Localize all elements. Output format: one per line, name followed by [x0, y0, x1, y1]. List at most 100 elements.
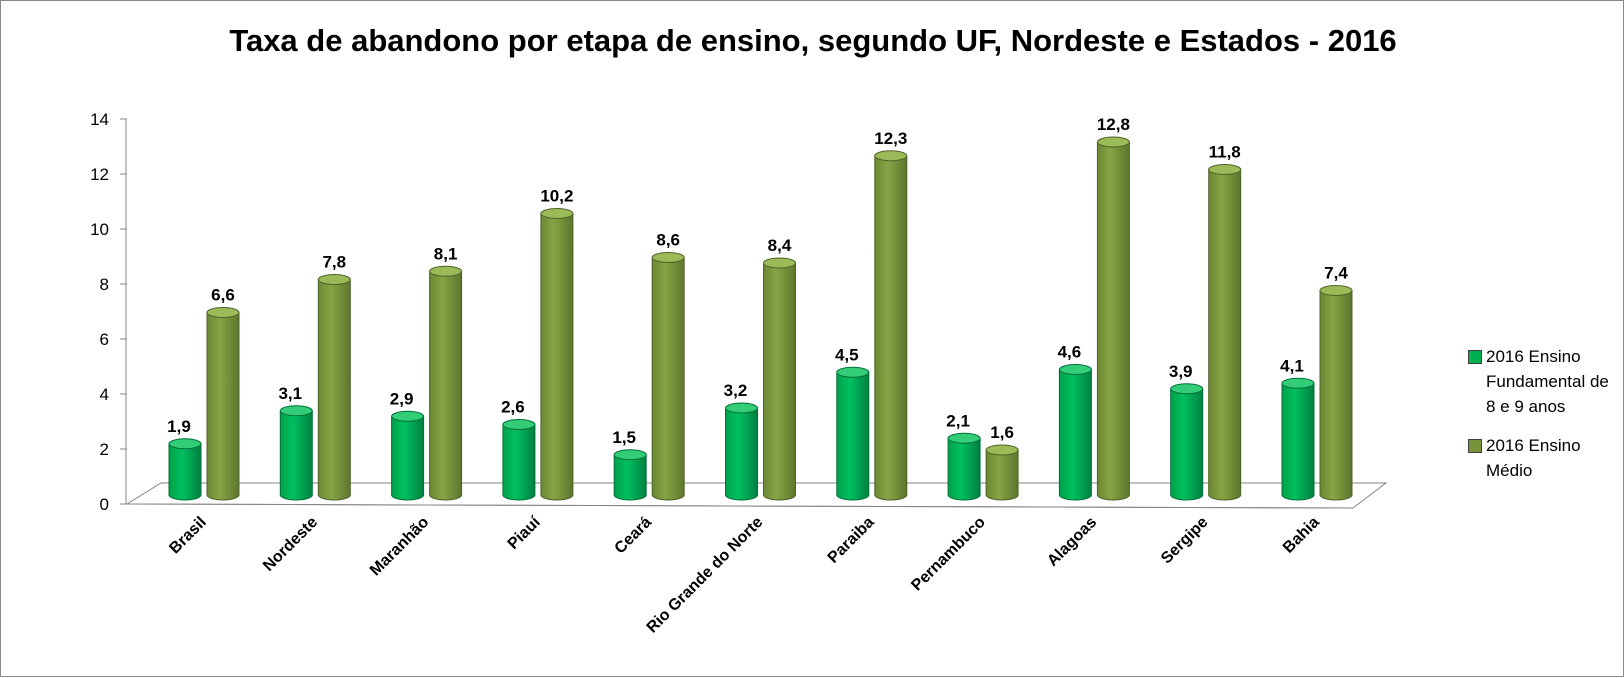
- bar-top: [836, 366, 870, 378]
- bar-medio: [985, 444, 1019, 501]
- bar-fundamental: [168, 438, 202, 501]
- x-tick-label: Brasil: [166, 514, 209, 557]
- bar-top: [874, 150, 908, 162]
- bar-fundamental: [391, 410, 425, 501]
- bar-top: [1208, 164, 1242, 175]
- bar-body: [391, 415, 425, 501]
- bar-body: [502, 424, 536, 501]
- bar-top: [168, 438, 202, 450]
- bar-body: [1058, 369, 1092, 501]
- bar-body: [317, 279, 351, 501]
- bar-fundamental: [725, 402, 758, 501]
- data-label: 4,1: [1280, 356, 1304, 375]
- bar-medio: [651, 252, 685, 501]
- x-axis: [126, 503, 1354, 509]
- bar-medio: [1096, 136, 1130, 501]
- bar-body: [1281, 382, 1315, 501]
- bar-medio: [763, 257, 796, 501]
- data-label: 3,9: [1169, 362, 1193, 381]
- x-tick-label: Nordeste: [260, 514, 321, 575]
- bar-top: [947, 432, 981, 444]
- bar-top: [502, 419, 536, 430]
- bar-body: [947, 437, 981, 501]
- bar-top: [763, 257, 796, 269]
- data-label: 7,4: [1324, 264, 1348, 283]
- bar-body: [1208, 169, 1242, 501]
- bar-medio: [1319, 285, 1353, 501]
- data-label: 10,2: [540, 187, 573, 206]
- x-tick-label: Bahia: [1280, 514, 1323, 557]
- bar-body: [874, 155, 908, 501]
- data-label: 4,6: [1058, 343, 1082, 362]
- bar-fundamental: [613, 449, 647, 501]
- bar-fundamental: [1281, 377, 1315, 501]
- bar-fundamental: [279, 405, 313, 501]
- bar-medio: [1208, 164, 1242, 501]
- bar-body: [763, 262, 796, 501]
- data-label: 2,9: [390, 389, 414, 408]
- bar-fundamental: [836, 366, 870, 501]
- bar-body: [1170, 388, 1204, 501]
- bar-top: [613, 449, 647, 461]
- y-tick-label: 2: [100, 440, 109, 459]
- data-label: 12,3: [874, 129, 907, 148]
- bar-top: [1096, 136, 1130, 148]
- legend-label: 2016 Ensino Fundamental de 8 e 9 anos: [1486, 347, 1609, 416]
- y-tick-label: 10: [90, 220, 109, 239]
- y-tick-label: 6: [100, 330, 109, 349]
- bar-medio: [206, 307, 240, 501]
- bar-top: [725, 402, 758, 414]
- bar-body: [279, 410, 313, 501]
- bar-top: [317, 274, 351, 285]
- bar-medio: [317, 274, 351, 501]
- data-label: 1,6: [990, 423, 1014, 442]
- x-tick-label: Pernambuco: [908, 514, 989, 595]
- bar-body: [613, 454, 647, 501]
- data-label: 8,4: [768, 236, 792, 255]
- x-tick-label: Alagoas: [1044, 514, 1100, 570]
- data-label: 2,6: [501, 398, 525, 417]
- bar-top: [391, 410, 425, 422]
- bar-fundamental: [502, 419, 536, 501]
- bar-fundamental: [947, 432, 981, 501]
- x-tick-label: Piauí: [505, 513, 544, 552]
- x-tick-label: Maranhão: [367, 514, 433, 580]
- x-tick-label: Sergipe: [1158, 514, 1212, 568]
- data-label: 4,5: [835, 345, 859, 364]
- bar-body: [1319, 290, 1353, 501]
- bar-body: [725, 407, 758, 501]
- x-tick-label: Ceará: [612, 514, 656, 558]
- bar-top: [429, 265, 463, 277]
- chart-title: Taxa de abandono por etapa de ensino, se…: [229, 23, 1397, 58]
- bar-top: [651, 252, 685, 263]
- bar-fundamental: [1170, 383, 1204, 501]
- bar-medio: [429, 265, 463, 501]
- y-tick-label: 0: [100, 495, 109, 514]
- data-label: 11,8: [1209, 143, 1241, 162]
- data-label: 6,6: [211, 286, 235, 305]
- bar-body: [1096, 141, 1130, 501]
- legend-swatch: [1468, 350, 1482, 364]
- data-label: 8,6: [656, 231, 680, 250]
- y-tick-label: 14: [90, 110, 109, 129]
- data-label: 3,1: [278, 384, 302, 403]
- bar-body: [168, 443, 202, 501]
- data-label: 12,8: [1097, 115, 1130, 134]
- bar-body: [429, 270, 463, 501]
- legend-label: 2016 Ensino Médio: [1486, 436, 1581, 480]
- data-label: 7,8: [322, 253, 346, 272]
- data-label: 2,1: [946, 411, 970, 430]
- x-tick-label: Paraiba: [825, 514, 878, 567]
- x-tick-label: Rio Grande do Norte: [644, 514, 767, 637]
- bar-top: [540, 208, 574, 219]
- data-label: 3,2: [724, 381, 748, 400]
- bar-body: [206, 312, 240, 501]
- bar-body: [540, 213, 574, 501]
- bar-medio: [874, 150, 908, 501]
- bar-fundamental: [1058, 364, 1092, 501]
- bar-top: [279, 405, 313, 417]
- bar-top: [985, 444, 1019, 456]
- bar-top: [1281, 377, 1315, 389]
